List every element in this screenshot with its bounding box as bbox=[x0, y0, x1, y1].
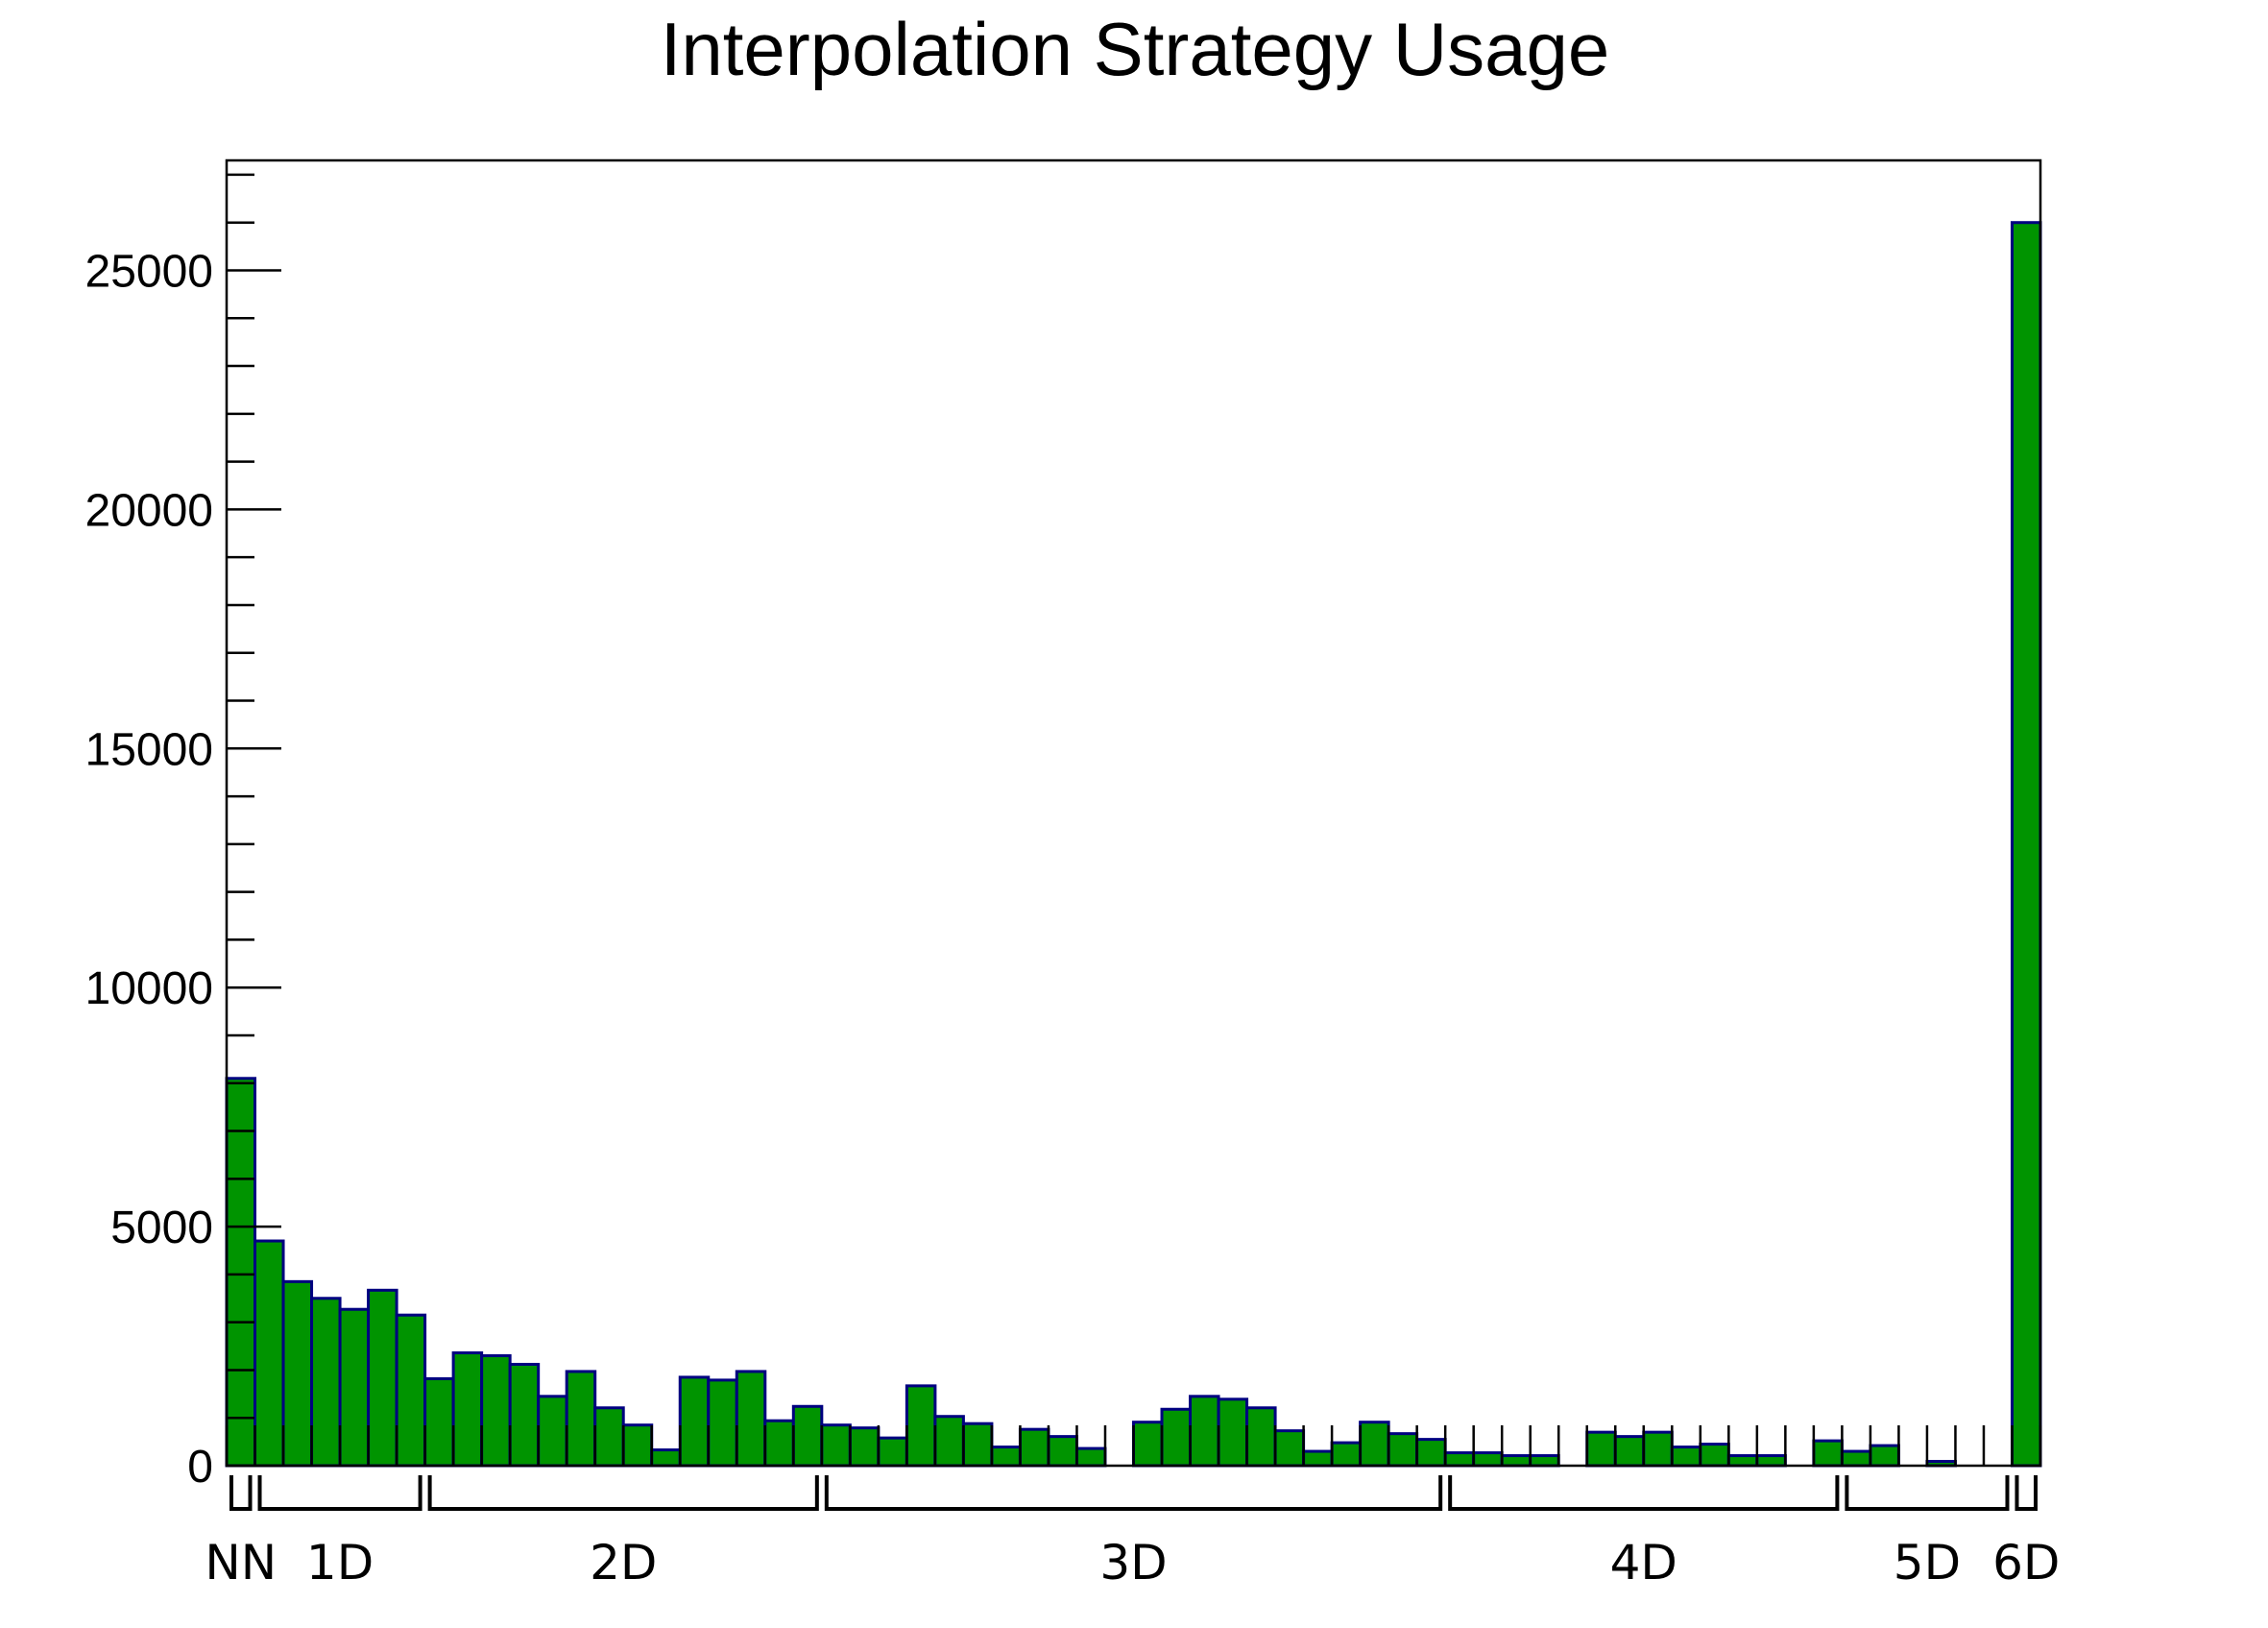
y-tick-label: 10000 bbox=[85, 963, 213, 1014]
group-label: 5D bbox=[1894, 1535, 1961, 1591]
bar bbox=[1217, 1397, 1249, 1468]
bar bbox=[791, 1404, 824, 1468]
group-label: 2D bbox=[590, 1535, 657, 1591]
group-label: 4D bbox=[1610, 1535, 1677, 1591]
bar bbox=[1245, 1406, 1277, 1468]
y-tick-label: 5000 bbox=[110, 1203, 213, 1253]
bar bbox=[1840, 1449, 1872, 1468]
group-label: 1D bbox=[306, 1535, 374, 1591]
bar bbox=[1869, 1444, 1900, 1468]
bar bbox=[933, 1415, 965, 1468]
group-bracket bbox=[257, 1475, 422, 1511]
group-bracket bbox=[1845, 1475, 2010, 1511]
bar bbox=[1302, 1449, 1334, 1468]
bar bbox=[1189, 1395, 1220, 1468]
bar bbox=[395, 1313, 427, 1468]
bar bbox=[1273, 1429, 1306, 1468]
bar bbox=[1699, 1443, 1730, 1468]
bar bbox=[820, 1423, 852, 1468]
bar bbox=[593, 1406, 625, 1468]
bar bbox=[1018, 1427, 1050, 1468]
bar bbox=[877, 1436, 908, 1468]
group-bracket bbox=[229, 1475, 253, 1511]
bar bbox=[1160, 1407, 1193, 1468]
bar bbox=[451, 1351, 484, 1468]
bar bbox=[565, 1370, 597, 1468]
y-tick-label: 20000 bbox=[85, 485, 213, 536]
bar bbox=[2010, 221, 2042, 1468]
bar bbox=[310, 1297, 342, 1468]
group-label: 3D bbox=[1099, 1535, 1167, 1591]
bar bbox=[1755, 1454, 1787, 1468]
bar bbox=[1670, 1446, 1702, 1468]
bar bbox=[1642, 1430, 1674, 1468]
bar bbox=[1500, 1454, 1532, 1468]
chart-title: Interpolation Strategy Usage bbox=[661, 7, 1610, 91]
bar bbox=[1472, 1451, 1504, 1468]
bar bbox=[1443, 1451, 1476, 1468]
bar bbox=[650, 1448, 682, 1468]
bar bbox=[763, 1419, 795, 1468]
bar bbox=[707, 1378, 738, 1468]
bar bbox=[905, 1384, 937, 1468]
bar bbox=[1132, 1421, 1164, 1468]
group-bracket bbox=[427, 1475, 819, 1511]
bar bbox=[621, 1423, 654, 1468]
bar bbox=[281, 1279, 314, 1468]
bar bbox=[480, 1354, 512, 1468]
group-bracket bbox=[1448, 1475, 1840, 1511]
bar bbox=[338, 1307, 371, 1468]
bar bbox=[678, 1375, 711, 1468]
bar bbox=[225, 1077, 257, 1468]
y-tick-label: 25000 bbox=[85, 246, 213, 297]
group-bracket bbox=[824, 1475, 1443, 1511]
bar bbox=[1330, 1441, 1363, 1468]
bar bbox=[1359, 1421, 1390, 1468]
bar bbox=[1585, 1430, 1617, 1468]
bar bbox=[1812, 1439, 1844, 1468]
y-tick-label: 0 bbox=[187, 1442, 213, 1493]
bar bbox=[735, 1370, 767, 1468]
group-label: NN bbox=[205, 1535, 277, 1591]
group-bracket bbox=[2015, 1475, 2038, 1511]
bar bbox=[1529, 1454, 1560, 1468]
bar bbox=[253, 1239, 285, 1468]
bar bbox=[1415, 1438, 1447, 1468]
bar bbox=[1387, 1432, 1419, 1468]
bar bbox=[1047, 1435, 1078, 1468]
group-label: 6D bbox=[1992, 1535, 2060, 1591]
bar bbox=[1613, 1435, 1646, 1468]
bar bbox=[990, 1446, 1022, 1468]
bar bbox=[848, 1426, 881, 1468]
bar bbox=[961, 1421, 994, 1468]
bar bbox=[508, 1362, 541, 1468]
bar bbox=[1074, 1446, 1107, 1468]
bar bbox=[1726, 1454, 1759, 1468]
y-tick-label: 15000 bbox=[85, 724, 213, 775]
bar bbox=[367, 1288, 398, 1468]
bar bbox=[537, 1395, 568, 1468]
bar bbox=[423, 1376, 455, 1468]
